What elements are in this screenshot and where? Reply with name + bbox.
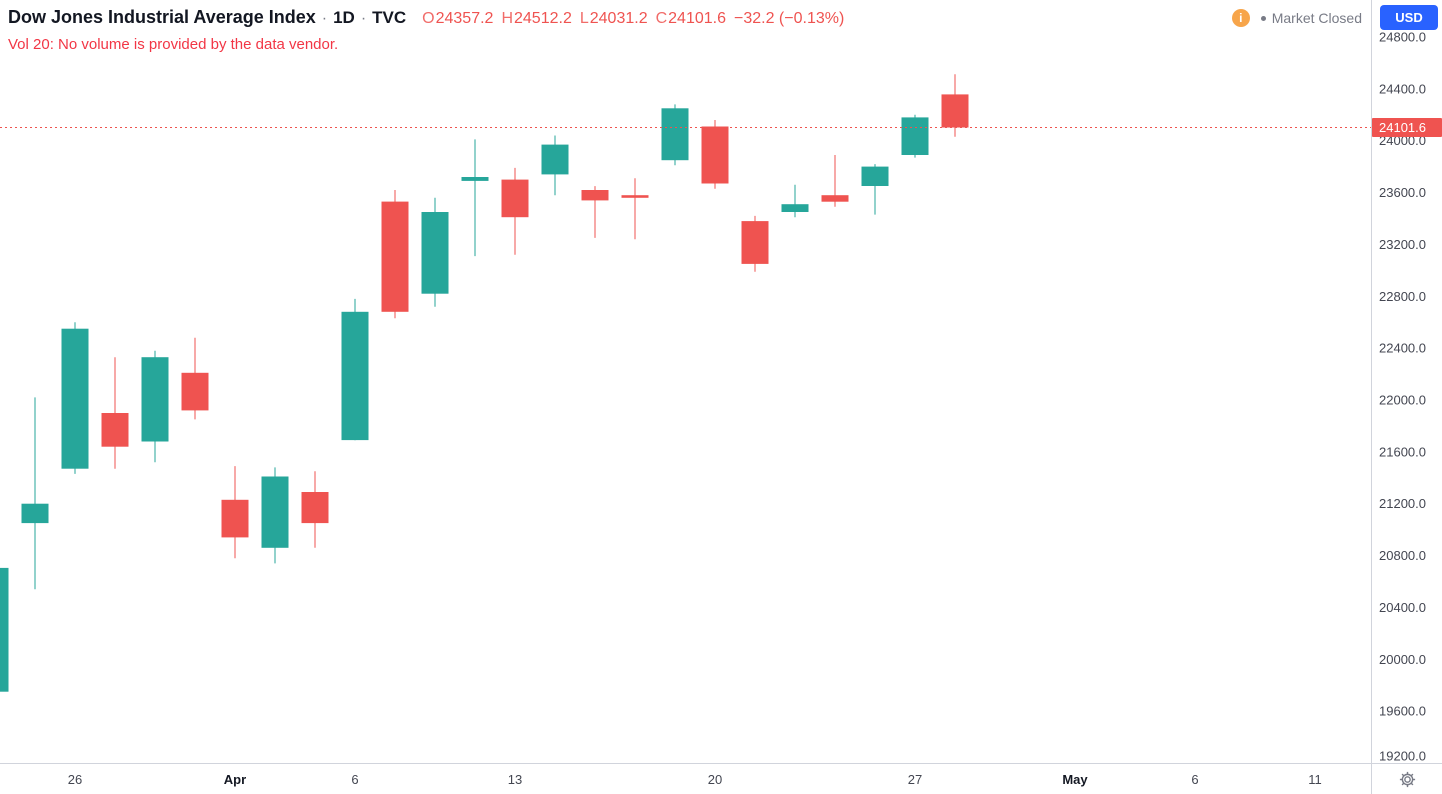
price-tick-label: 20800.0 [1379, 548, 1426, 563]
price-tick-label: 24400.0 [1379, 81, 1426, 96]
data-notification-icon[interactable]: i [1231, 9, 1250, 27]
candle-body[interactable] [501, 179, 529, 218]
market-closed-dot [1260, 15, 1266, 21]
candle-body[interactable] [0, 567, 9, 692]
price-tick-label: 20400.0 [1379, 600, 1426, 615]
candle-body[interactable] [261, 476, 289, 548]
ohlc-h-value: H24512.2 [501, 10, 572, 27]
ohlc-o-value: O24357.2 [422, 10, 494, 27]
price-axis[interactable] [1371, 0, 1442, 763]
candle-body[interactable] [341, 311, 369, 441]
time-tick-label: 27 [908, 772, 922, 787]
candle-body[interactable] [21, 503, 49, 524]
candle-body[interactable] [101, 413, 129, 447]
last-price-label-bg [1372, 118, 1442, 137]
candle-body[interactable] [741, 221, 769, 264]
ohlc-values: O24357.2 H24512.2 L24031.2 C24101.6 [422, 10, 734, 28]
candle-body[interactable] [221, 499, 249, 538]
gear-icon [1399, 771, 1415, 787]
candle-body[interactable] [821, 195, 849, 202]
exchange-label: TVC [372, 8, 407, 27]
time-tick-label: 11 [1308, 772, 1322, 787]
candle-body[interactable] [181, 372, 209, 411]
time-axis-settings-button[interactable] [1372, 764, 1442, 794]
legend-separator: · [321, 10, 328, 27]
volume-error-message: Vol 20: No volume is provided by the dat… [8, 36, 339, 53]
time-tick-label: May [1062, 772, 1088, 787]
legend-separator: · [360, 10, 367, 27]
chart-legend: Dow Jones Industrial Average Index · 1D … [8, 7, 844, 53]
candle-body[interactable] [381, 201, 409, 312]
price-tick-label: 22000.0 [1379, 393, 1426, 408]
time-tick-label: Apr [224, 772, 246, 787]
candle-body[interactable] [861, 166, 889, 186]
candle-body[interactable] [141, 357, 169, 442]
market-status: i Market Closed [1231, 9, 1362, 27]
price-tick-label: 19600.0 [1379, 704, 1426, 719]
time-tick-label: 6 [351, 772, 358, 787]
candle-body[interactable] [61, 328, 89, 469]
interval-label[interactable]: 1D [333, 8, 355, 27]
symbol-title[interactable]: Dow Jones Industrial Average Index [8, 7, 316, 27]
time-tick-label: 13 [508, 772, 522, 787]
market-closed-label: Market Closed [1271, 10, 1362, 26]
price-tick-label: 21200.0 [1379, 496, 1426, 511]
change-value: −32.2 (−0.13%) [734, 10, 845, 27]
price-tick-label: 22800.0 [1379, 289, 1426, 304]
candle-body[interactable] [461, 177, 489, 181]
time-tick-label: 20 [708, 772, 722, 787]
time-axis[interactable] [0, 763, 1371, 794]
info-glyph: i [1239, 11, 1243, 25]
candle-body[interactable] [941, 94, 969, 128]
candle-body[interactable] [621, 195, 649, 198]
candle-body[interactable] [421, 212, 449, 294]
price-tick-label: 22400.0 [1379, 341, 1426, 356]
candle-body[interactable] [901, 117, 929, 155]
last-price-label: 24101.6 [1379, 120, 1426, 135]
price-tick-label: 23200.0 [1379, 237, 1426, 252]
price-tick-label: 24800.0 [1379, 30, 1426, 45]
price-tick-label: 21600.0 [1379, 444, 1426, 459]
candle-body[interactable] [581, 190, 609, 201]
currency-toggle-button[interactable]: USD [1380, 5, 1438, 30]
ohlc-c-value: C24101.6 [655, 10, 726, 27]
candle-body[interactable] [661, 108, 689, 161]
ohlc-l-value: L24031.2 [579, 10, 648, 27]
legend-main-row: Dow Jones Industrial Average Index · 1D … [8, 7, 844, 28]
time-tick-label: 26 [68, 772, 82, 787]
candle-body[interactable] [701, 126, 729, 184]
candle-body[interactable] [541, 144, 569, 175]
price-tick-label: 19200.0 [1379, 749, 1426, 764]
candle-body[interactable] [301, 492, 329, 524]
price-tick-label: 23600.0 [1379, 185, 1426, 200]
time-tick-label: 6 [1191, 772, 1198, 787]
price-tick-label: 20000.0 [1379, 652, 1426, 667]
candle-body[interactable] [781, 204, 809, 212]
